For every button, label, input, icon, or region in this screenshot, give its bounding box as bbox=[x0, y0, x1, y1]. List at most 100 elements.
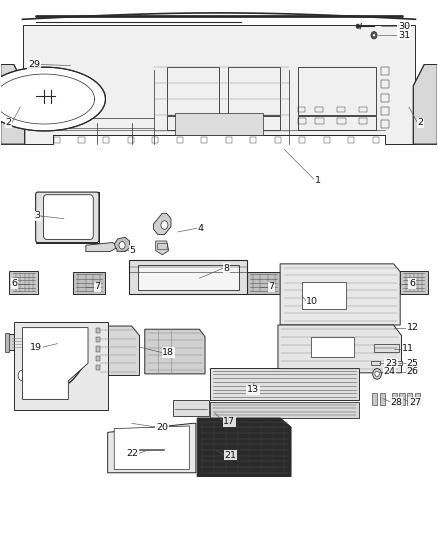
Text: 10: 10 bbox=[306, 296, 318, 305]
Bar bbox=[96, 328, 100, 333]
Polygon shape bbox=[0, 67, 106, 131]
Circle shape bbox=[373, 34, 375, 37]
Circle shape bbox=[18, 370, 27, 381]
Text: 6: 6 bbox=[11, 279, 17, 288]
Bar bbox=[103, 137, 109, 143]
Bar bbox=[54, 137, 60, 143]
Bar bbox=[394, 361, 403, 366]
Bar bbox=[372, 393, 377, 405]
Text: 23: 23 bbox=[385, 359, 397, 368]
Bar bbox=[138, 265, 239, 290]
Text: 7: 7 bbox=[268, 282, 274, 291]
Bar bbox=[315, 107, 323, 112]
Polygon shape bbox=[35, 192, 99, 243]
Bar bbox=[96, 365, 100, 370]
Bar bbox=[359, 118, 367, 124]
Bar bbox=[302, 282, 346, 309]
Polygon shape bbox=[210, 402, 359, 418]
Bar bbox=[177, 137, 183, 143]
Text: 2: 2 bbox=[6, 118, 12, 127]
Bar bbox=[127, 137, 134, 143]
Bar bbox=[175, 114, 263, 135]
Text: 22: 22 bbox=[126, 449, 138, 458]
Text: 25: 25 bbox=[407, 359, 419, 368]
Text: 28: 28 bbox=[391, 398, 403, 407]
Bar bbox=[250, 137, 256, 143]
Bar bbox=[275, 137, 281, 143]
Bar bbox=[392, 393, 397, 405]
Polygon shape bbox=[73, 272, 106, 294]
Circle shape bbox=[356, 24, 360, 28]
Bar bbox=[226, 137, 232, 143]
Bar bbox=[381, 94, 389, 102]
Bar bbox=[166, 67, 219, 115]
Text: 27: 27 bbox=[409, 398, 421, 407]
Polygon shape bbox=[97, 326, 140, 375]
Text: 7: 7 bbox=[95, 282, 101, 291]
Polygon shape bbox=[145, 329, 205, 374]
Circle shape bbox=[119, 241, 125, 249]
Polygon shape bbox=[22, 328, 88, 399]
Bar bbox=[297, 116, 376, 131]
Bar bbox=[415, 393, 420, 405]
Polygon shape bbox=[35, 192, 99, 243]
Bar bbox=[166, 116, 280, 131]
Bar bbox=[228, 67, 280, 115]
Text: 17: 17 bbox=[223, 417, 235, 426]
Bar bbox=[157, 243, 166, 249]
Polygon shape bbox=[5, 334, 9, 352]
Bar bbox=[201, 137, 207, 143]
Bar bbox=[399, 393, 405, 405]
Bar bbox=[96, 346, 100, 352]
Bar bbox=[297, 118, 306, 124]
Text: 6: 6 bbox=[409, 279, 415, 288]
Bar bbox=[407, 393, 412, 405]
Text: 3: 3 bbox=[34, 212, 40, 221]
Text: 21: 21 bbox=[225, 451, 237, 460]
Bar bbox=[96, 356, 100, 361]
Bar bbox=[337, 107, 345, 112]
Polygon shape bbox=[173, 400, 209, 416]
Bar bbox=[359, 107, 367, 112]
Bar bbox=[374, 344, 399, 352]
Bar bbox=[337, 118, 346, 124]
Bar bbox=[381, 120, 389, 128]
Text: 2: 2 bbox=[418, 118, 424, 127]
Polygon shape bbox=[155, 241, 169, 255]
Text: 12: 12 bbox=[407, 323, 419, 332]
Polygon shape bbox=[280, 264, 400, 325]
Circle shape bbox=[373, 368, 381, 379]
Text: 26: 26 bbox=[407, 367, 419, 376]
Polygon shape bbox=[114, 426, 189, 470]
Text: 18: 18 bbox=[162, 348, 174, 357]
Text: 29: 29 bbox=[28, 60, 40, 69]
Polygon shape bbox=[400, 271, 427, 294]
Bar bbox=[315, 118, 324, 124]
Bar bbox=[373, 137, 379, 143]
Bar bbox=[311, 337, 354, 357]
Bar bbox=[297, 107, 305, 112]
Text: 4: 4 bbox=[197, 224, 203, 233]
Polygon shape bbox=[14, 322, 108, 410]
Text: 8: 8 bbox=[223, 264, 230, 272]
Text: 31: 31 bbox=[398, 31, 410, 40]
Polygon shape bbox=[114, 237, 130, 252]
Polygon shape bbox=[153, 213, 171, 235]
Bar bbox=[371, 361, 380, 366]
Polygon shape bbox=[130, 260, 247, 294]
Bar bbox=[78, 137, 85, 143]
Text: 19: 19 bbox=[30, 343, 42, 352]
Circle shape bbox=[375, 371, 379, 376]
Bar bbox=[348, 137, 354, 143]
Polygon shape bbox=[7, 335, 80, 351]
Polygon shape bbox=[197, 418, 291, 477]
Polygon shape bbox=[1, 64, 25, 144]
Circle shape bbox=[161, 221, 168, 229]
Text: 20: 20 bbox=[156, 423, 168, 432]
Polygon shape bbox=[278, 325, 402, 373]
Bar bbox=[381, 107, 389, 115]
Text: 11: 11 bbox=[403, 344, 414, 353]
Polygon shape bbox=[22, 25, 416, 144]
Polygon shape bbox=[86, 243, 117, 252]
Text: 1: 1 bbox=[315, 176, 321, 185]
